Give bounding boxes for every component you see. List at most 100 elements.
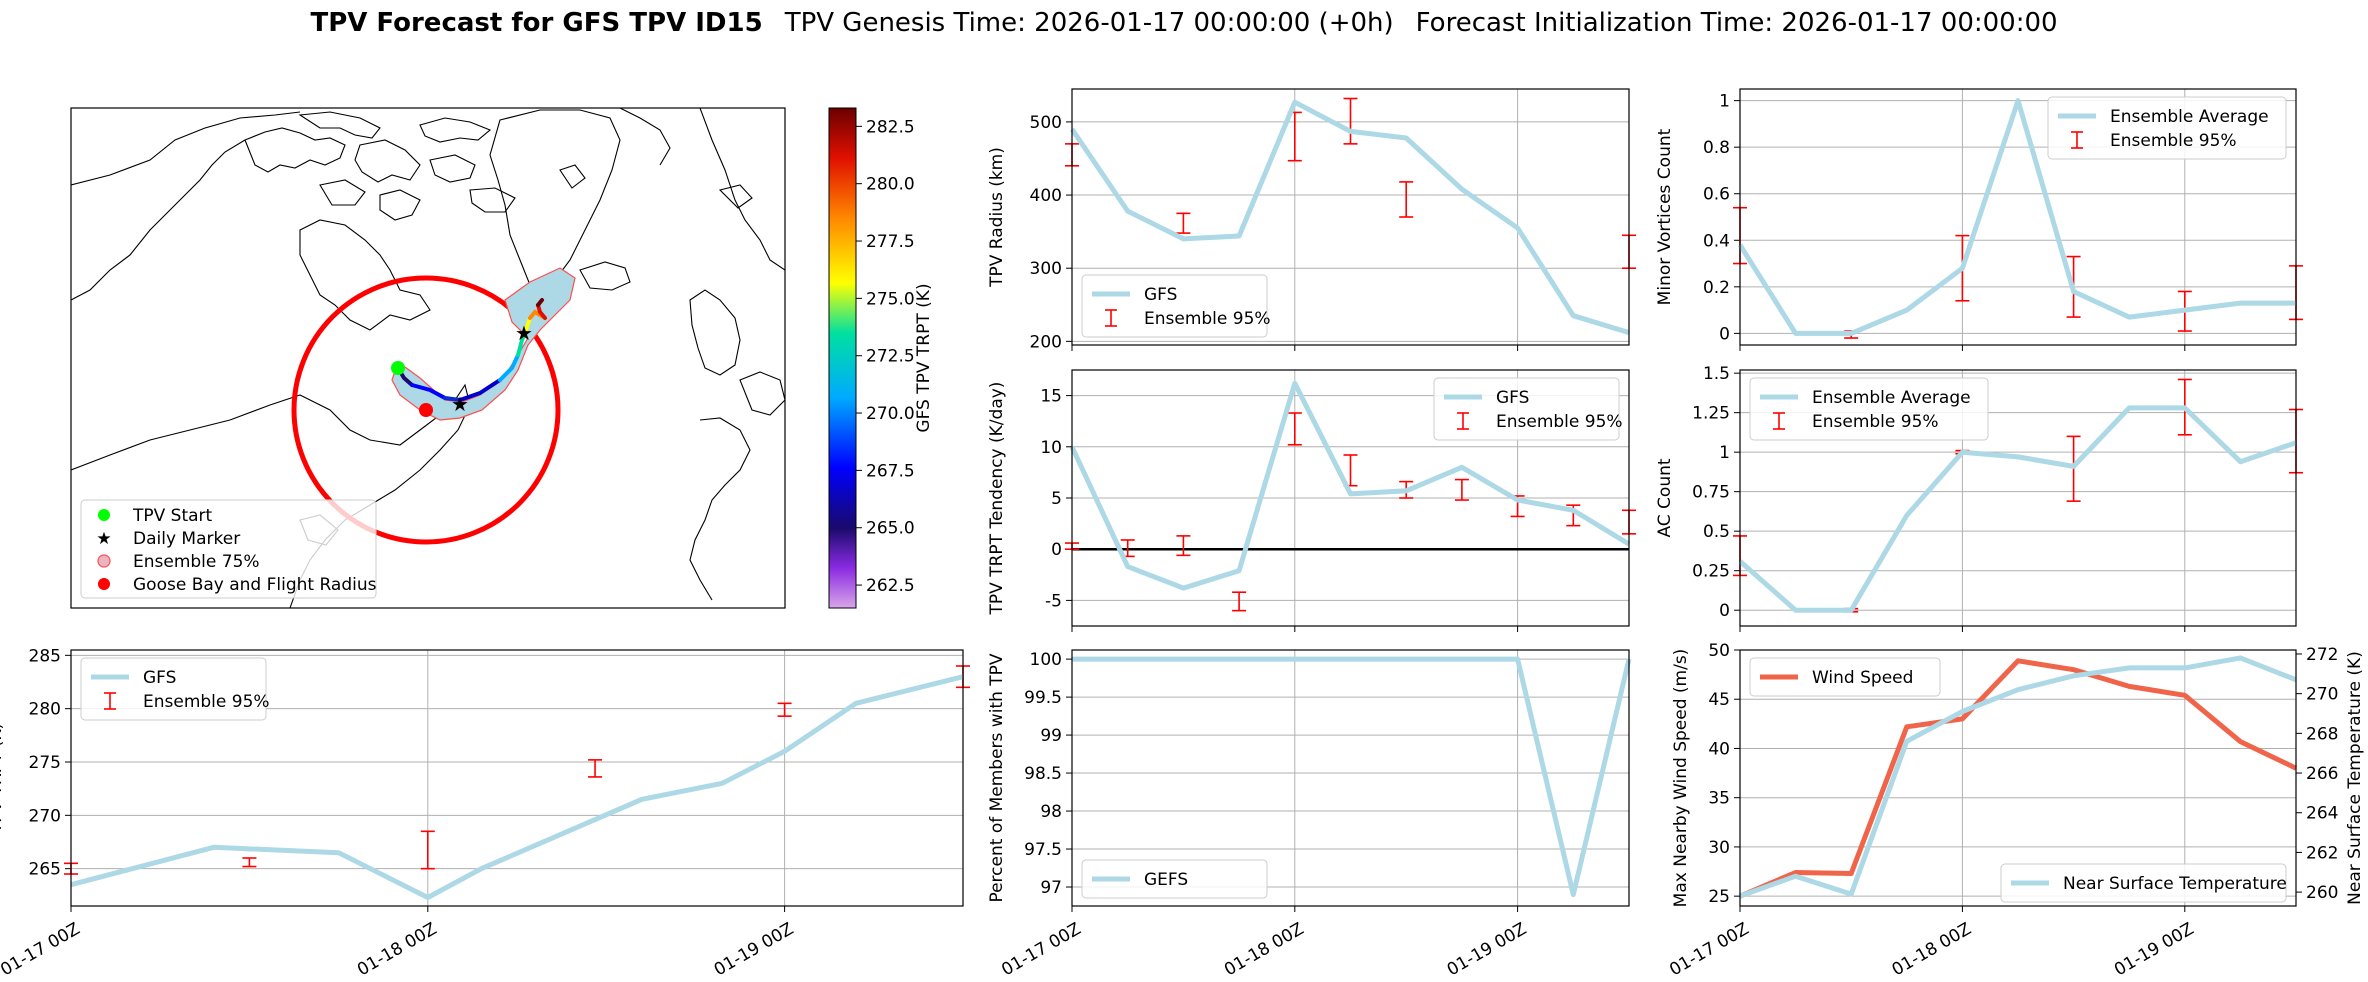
panel-trpt: 265 270 275 280 285 01-17 00Z 01-18 00Z 01-19 0… bbox=[0, 646, 970, 980]
y-right-tick-label: 262 bbox=[2306, 843, 2338, 863]
daily-marker-2: ★ bbox=[515, 321, 533, 345]
errorbar bbox=[1287, 412, 1302, 446]
x-tick-label: 01-18 00Z bbox=[1889, 919, 1975, 980]
legend-label: Near Surface Temperature bbox=[2063, 874, 2287, 894]
y-tick-label: 0 bbox=[1719, 324, 1730, 344]
legend-daily-symbol: ★ bbox=[96, 529, 111, 549]
colorbar-tick-label: 267.5 bbox=[866, 461, 915, 481]
y-tick-label: 98 bbox=[1040, 802, 1062, 822]
errorbar bbox=[420, 830, 435, 870]
errorbar bbox=[1176, 212, 1191, 234]
legend-label: Ensemble 95% bbox=[143, 692, 270, 712]
y-tick-label: 0.8 bbox=[1703, 138, 1730, 158]
plot-frame bbox=[1739, 649, 2297, 907]
legend-map-1: Daily Marker bbox=[133, 529, 240, 549]
y-tick-label: 265 bbox=[29, 860, 61, 880]
legend: GFS Ensemble 95% bbox=[1433, 377, 1623, 441]
colorbar-tick-label: 270.0 bbox=[866, 404, 915, 424]
goose-bay-marker bbox=[419, 403, 433, 417]
y-axis-label: TPV TRPT (K) bbox=[0, 723, 6, 834]
legend-box bbox=[1749, 377, 1989, 441]
colorbar-ramp bbox=[828, 107, 857, 609]
legend-box bbox=[1081, 859, 1268, 899]
panel-members: 97 97.5 98 98.5 99 99.5 100 01-17 00Z 01-18 00Z 0… bbox=[987, 649, 1632, 980]
x-tick-label: 01-17 00Z bbox=[1666, 919, 1752, 980]
y-right-tick-label: 260 bbox=[2306, 883, 2338, 903]
y-tick-label: 1 bbox=[1719, 443, 1730, 463]
y-tick-label: 45 bbox=[1708, 690, 1730, 710]
legend-box bbox=[1081, 274, 1268, 338]
y-tick-label: 0 bbox=[1719, 601, 1730, 621]
y-tick-label: 97.5 bbox=[1024, 840, 1062, 860]
errorbar bbox=[242, 857, 257, 868]
series-line-gfs bbox=[1069, 380, 1631, 591]
colorbar-tick-label: 272.5 bbox=[866, 347, 915, 367]
plot-frame bbox=[70, 649, 964, 907]
legend: Wind Speed bbox=[1749, 657, 1941, 697]
errorbar bbox=[1399, 181, 1414, 218]
y-tick-label: 0.5 bbox=[1703, 522, 1730, 542]
y-tick-label: 0.6 bbox=[1703, 185, 1730, 205]
colorbar-tick-label: 262.5 bbox=[866, 576, 915, 596]
series-line-gefs bbox=[1072, 656, 1632, 898]
y-tick-label: 25 bbox=[1708, 887, 1730, 907]
panel-minor: 0 0.2 0.4 0.6 0.8 1 Minor Vortices Count Ensemb… bbox=[1655, 88, 2303, 351]
y-tick-label: 35 bbox=[1708, 789, 1730, 809]
legend-start-symbol bbox=[98, 509, 110, 521]
errorbar bbox=[588, 759, 603, 778]
colorbar-label: GFS TPV TRPT (K) bbox=[914, 283, 934, 432]
y-tick-label: 40 bbox=[1708, 739, 1730, 759]
daily-marker-1: ★ bbox=[451, 392, 469, 416]
colorbar-tick-label: 280.0 bbox=[866, 175, 915, 195]
legend-label: GFS bbox=[1144, 285, 1177, 305]
legend-label: Ensemble 95% bbox=[2110, 131, 2237, 151]
panel-wind_temp: 25 30 35 40 45 50 01-17 00Z 01-18 00Z 01-19 00Z 2… bbox=[1666, 641, 2365, 980]
series-line-ensemble-average bbox=[1737, 98, 2296, 336]
y-tick-label: 270 bbox=[29, 806, 61, 826]
legend-goose-symbol bbox=[98, 578, 110, 590]
y-right-tick-label: 266 bbox=[2306, 764, 2338, 784]
map-panel: ★ ★ TPV Start ★ Daily Marker Ensemble 75… bbox=[70, 107, 934, 609]
series-line-ensemble-average bbox=[1738, 405, 2297, 613]
title-init: Forecast Initialization Time: 2026-01-17… bbox=[1416, 8, 2058, 38]
y-axis-label: Percent of Members with TPV bbox=[987, 653, 1007, 902]
legend-map-3: Goose Bay and Flight Radius bbox=[133, 575, 377, 595]
errorbar bbox=[1343, 97, 1358, 145]
x-tick-label: 01-19 00Z bbox=[2111, 919, 2197, 980]
legend-box bbox=[1433, 377, 1620, 441]
x-tick-label: 01-17 00Z bbox=[998, 919, 1084, 980]
x-tick-label: 01-19 00Z bbox=[711, 919, 797, 980]
y-right-tick-label: 270 bbox=[2306, 685, 2338, 705]
plot-frame bbox=[1071, 649, 1630, 907]
legend: Ensemble Average Ensemble 95% bbox=[2047, 96, 2287, 160]
y-tick-label: 30 bbox=[1708, 838, 1730, 858]
y-axis-label-left: Max Nearby Wind Speed (m/s) bbox=[1671, 649, 1691, 908]
map-legend: TPV Start ★ Daily Marker Ensemble 75% Go… bbox=[80, 499, 377, 599]
y-right-tick-label: 272 bbox=[2306, 645, 2338, 665]
y-tick-label: 1 bbox=[1719, 92, 1730, 112]
errorbar bbox=[777, 702, 792, 717]
legend-label: Ensemble Average bbox=[2110, 107, 2269, 127]
y-axis-label: Minor Vortices Count bbox=[1655, 128, 1675, 305]
legend-label: Wind Speed bbox=[1812, 668, 1913, 688]
legend: GFS Ensemble 95% bbox=[1081, 274, 1271, 338]
plot-frame bbox=[1071, 369, 1630, 627]
y-tick-label: 500 bbox=[1030, 113, 1062, 133]
y-tick-label: 0.2 bbox=[1703, 278, 1730, 298]
series-line-near-surface-temperature bbox=[1739, 655, 2297, 899]
y-tick-label: 280 bbox=[29, 700, 61, 720]
legend-ensemble-symbol bbox=[97, 554, 111, 568]
legend-label: GEFS bbox=[1144, 870, 1188, 890]
legend-map-0: TPV Start bbox=[132, 506, 213, 526]
tpv-start-marker bbox=[391, 361, 405, 375]
legend-label: Ensemble 95% bbox=[1812, 412, 1939, 432]
colorbar-tick-label: 282.5 bbox=[866, 117, 915, 137]
panel-tendency: -5 0 5 10 15 TPV TRPT Tendency (K/day) GFS Ense… bbox=[987, 369, 1636, 632]
series-line-gfs bbox=[70, 674, 964, 900]
plot-frame bbox=[1739, 88, 2297, 346]
plot-frame bbox=[1071, 88, 1630, 346]
colorbar-tick-label: 277.5 bbox=[866, 232, 915, 252]
legend: Near Surface Temperature bbox=[2000, 863, 2287, 903]
series-line-gfs bbox=[1069, 99, 1630, 335]
